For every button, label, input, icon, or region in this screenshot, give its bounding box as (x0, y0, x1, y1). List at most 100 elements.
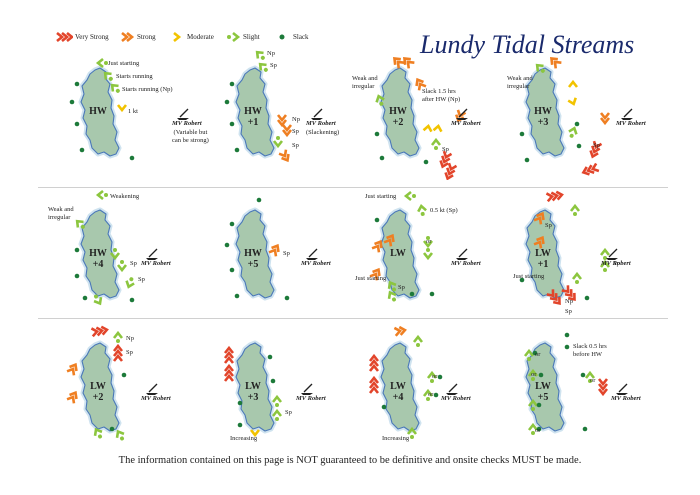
slight-stream-arrow (426, 370, 438, 383)
lundy-island (523, 340, 567, 434)
slack-dot (536, 426, 542, 432)
chevron-with-dot-icon (227, 32, 241, 42)
stream-note: Sp (270, 62, 277, 69)
moderate-stream-arrow (432, 123, 443, 133)
strong-stream-arrow (66, 362, 78, 376)
boat-icon (311, 108, 323, 120)
tide-reference: HW (534, 106, 552, 117)
slack-dot (74, 273, 80, 279)
boat-icon (456, 108, 468, 120)
slight-stream-arrow (569, 203, 581, 216)
slack-dot (129, 297, 135, 303)
slight-stream-arrow (125, 277, 135, 289)
tide-time-label: LW +4 (383, 381, 413, 403)
tide-offset: +3 (537, 117, 549, 128)
stream-note: Np (126, 335, 134, 342)
slight-stream-arrow (527, 422, 539, 435)
slack-dot (574, 121, 580, 127)
slight-stream-arrow (116, 260, 128, 273)
slack-dot (224, 242, 230, 248)
slack-dot (234, 147, 240, 153)
slack-dot (374, 217, 380, 223)
slack-dot (234, 293, 240, 299)
tide-time-label: HW +4 (83, 248, 113, 270)
slight-stream-arrow (271, 408, 283, 421)
strong-stream-arrow (371, 239, 383, 253)
slight-stream-arrow (412, 334, 424, 347)
slight-stream-arrow (527, 368, 539, 381)
slack-dot (582, 426, 588, 432)
strong-stream-arrow (383, 233, 395, 247)
lundy-island (233, 340, 277, 434)
boat-icon (616, 383, 628, 395)
stream-note: Np (565, 298, 573, 305)
legend-label: Strong (137, 33, 156, 41)
vessel-label: MV Robert (611, 395, 641, 402)
stream-note: or (531, 371, 537, 378)
slack-dot (237, 400, 243, 406)
tide-time-label: LW +3 (238, 381, 268, 403)
stream-note: Sp (593, 142, 600, 149)
slack-dot (536, 402, 542, 408)
strong-stream-arrow (268, 243, 280, 257)
vessel-label: MV Robert (296, 395, 326, 402)
very-strong-stream-arrow (444, 162, 458, 180)
stream-note: Sp (130, 260, 137, 267)
stream-note: Sp (565, 308, 572, 315)
very-strong-stream-arrow (90, 325, 109, 338)
legend-label: Very Strong (75, 33, 109, 41)
panel-lw5: LW +5 Slack 0.5 hrs before HW or or or or MV Ro… (505, 325, 655, 455)
tide-reference: HW (244, 248, 262, 259)
tide-time-label: LW +5 (528, 381, 558, 403)
slack-dot (284, 295, 290, 301)
tide-offset: +2 (92, 392, 104, 403)
tide-offset: +3 (247, 392, 259, 403)
strong-stream-arrow (549, 56, 562, 69)
slack-dot (82, 295, 88, 301)
tide-time-label: HW +3 (528, 106, 558, 128)
slight-stream-arrow (599, 259, 611, 272)
panel-hw4: HW +4 Weakening Weak and irregular Sp Sp MV Ro… (48, 190, 210, 320)
slight-stream-arrow (422, 388, 434, 401)
slight-stream-arrow (272, 136, 284, 149)
slack-dot (224, 99, 230, 105)
stream-note: Sp (285, 409, 292, 416)
lundy-island (378, 65, 422, 159)
stream-note: Weakening (110, 193, 140, 200)
tide-reference: LW (390, 381, 406, 392)
stream-note: Sp (283, 250, 290, 257)
strong-stream-arrow (278, 149, 290, 163)
slight-stream-arrow (93, 427, 103, 439)
strong-stream-arrow (276, 114, 288, 128)
slight-stream-arrow (103, 71, 113, 81)
stream-note: Just starting (513, 273, 545, 280)
slack-dot (121, 372, 127, 378)
slight-stream-arrow (535, 63, 545, 73)
very-strong-stream-arrow (546, 289, 561, 305)
tide-offset: +1 (537, 259, 549, 270)
tide-time-label: LW +1 (528, 248, 558, 270)
very-strong-stream-arrow (368, 375, 380, 394)
vessel-label: MV Robert (141, 260, 171, 267)
panel-lw: LW Just starting 0.5 kt (Sp) or Just startin… (355, 190, 510, 320)
stream-note: Sp (398, 284, 405, 291)
stream-note: Just starting (365, 193, 397, 200)
slight-stream-arrow (430, 137, 442, 150)
panel-hw3: HW +3 Weak and irregular Sp MV Robert (505, 50, 655, 180)
very-strong-stream-arrow (589, 140, 603, 159)
slack-dot (237, 422, 243, 428)
single-chevron-icon (173, 32, 182, 42)
tide-offset: +4 (92, 259, 104, 270)
slight-stream-arrow (93, 294, 103, 306)
slight-stream-arrow (109, 248, 121, 261)
row-divider-1 (38, 187, 668, 188)
lundy-island (78, 340, 122, 434)
stream-note: or (535, 351, 541, 358)
slight-stream-arrow (599, 247, 611, 260)
panel-hw1: HW +1 Np Sp Np Sp Sp MV Robert (Slackening) (215, 50, 365, 180)
tide-reference: LW (535, 381, 551, 392)
double-chevron-icon (121, 32, 135, 42)
slack-dot (423, 159, 429, 165)
stream-note: Weak and irregular (507, 75, 533, 90)
slight-stream-arrow (95, 57, 108, 69)
